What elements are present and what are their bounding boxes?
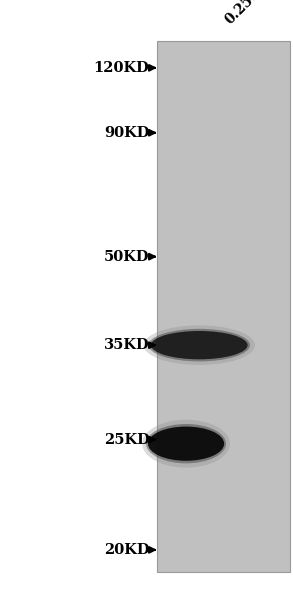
Text: 90KD: 90KD [104,126,149,140]
Text: 120KD: 120KD [94,61,149,75]
Text: 20KD: 20KD [104,543,149,557]
Ellipse shape [148,427,224,461]
Ellipse shape [146,424,226,463]
Bar [157,41,290,572]
Text: 35KD: 35KD [104,338,149,352]
Text: 50KD: 50KD [104,250,149,264]
Ellipse shape [142,419,230,468]
Text: 0.25ug: 0.25ug [223,0,270,27]
Ellipse shape [144,325,255,365]
Text: 25KD: 25KD [104,432,149,447]
Ellipse shape [149,329,250,362]
Ellipse shape [151,331,248,359]
